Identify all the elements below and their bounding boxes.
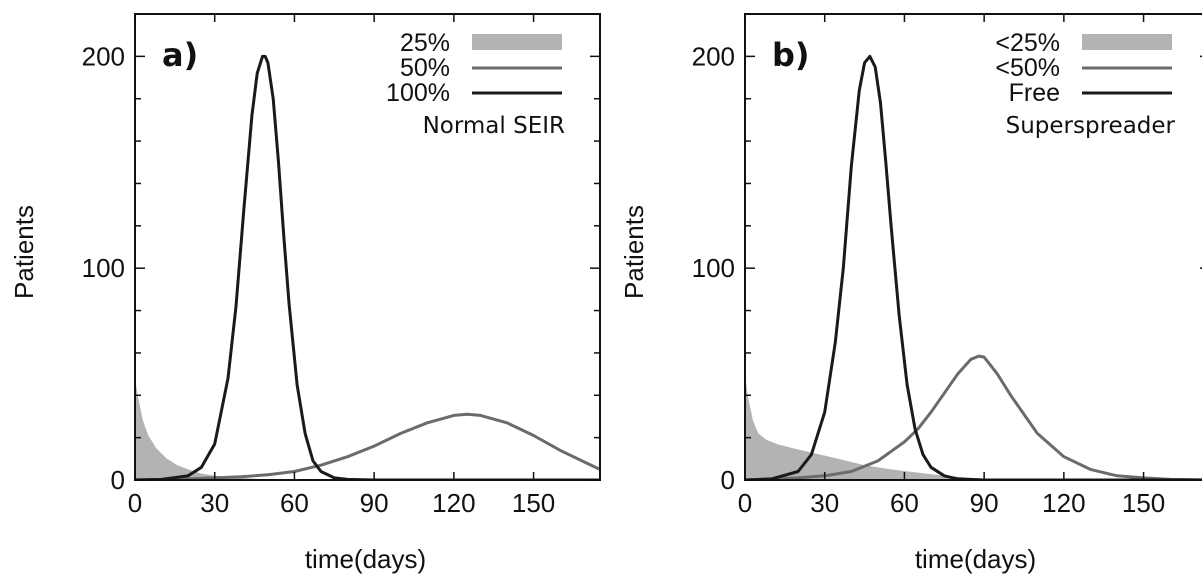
panel-b-frame [744,13,1202,481]
panel-b-legend-label: Free [1009,79,1060,107]
panel-a-x-tick-label: 120 [432,488,475,518]
panel-b-y-tick-label: 200 [692,41,735,71]
panel-a-x-tick-label: 30 [200,488,229,518]
panel-b-series-lt-25pct-area [745,374,1038,480]
panel-a-x-tick-label: 60 [280,488,309,518]
panel-a-x-axis-title: time(days) [305,544,426,574]
panel-b-x-tick-label: 60 [890,488,919,518]
panel-b-x-tick-label: 90 [970,488,999,518]
panel-a-plot-area [135,54,600,480]
panel-b-y-axis-title: Patients [619,205,649,299]
panel-a: 0 30 60 90 120 150 0 100 200 time(days) Patients a)… [9,13,601,574]
panel-b-plot-area [745,54,1202,480]
panel-b-legend-swatch [1082,34,1172,50]
panel-b: 0 30 60 90 120 150 0 100 200 time(days) Patients b)… [619,13,1202,574]
panel-a-x-tick-label: 150 [512,488,555,518]
panel-b-series-lt-50pct-line [745,354,1202,480]
panel-a-y-tick-label: 0 [111,465,125,495]
panel-a-model-note: Normal SEIR [423,113,565,139]
panel-b-label: b) [772,36,810,74]
panel-a-y-axis-title: Patients [9,205,39,299]
panel-b-x-tick-label: 120 [1042,488,1085,518]
panel-a-series-50pct-line [135,412,600,480]
panel-b-series-free-line [745,54,1202,480]
panel-b-x-tick-label: 150 [1122,488,1165,518]
panel-a-x-tick-label: 0 [128,488,142,518]
panel-b-model-note: Superspreader [1006,113,1176,139]
panel-b-x-tick-label: 30 [810,488,839,518]
panel-b-legend-label: <50% [995,54,1060,82]
panel-a-legend-label: 50% [400,54,450,82]
panel-b-x-tick-label: 0 [738,488,752,518]
panel-a-label: a) [162,36,198,74]
panel-a-y-tick-label: 200 [82,41,125,71]
panel-a-series-100pct-line [135,54,600,480]
panel-a-legend-label: 100% [386,79,450,107]
panel-b-y-tick-label: 100 [692,253,735,283]
panel-a-x-tick-label: 90 [360,488,389,518]
panel-a-frame [134,13,601,481]
panel-a-series-25pct-area [135,378,295,480]
panel-a-y-tick-label: 100 [82,253,125,283]
panel-b-legend-label: <25% [995,29,1060,57]
panel-a-legend-swatch [472,34,562,50]
panel-b-x-axis-title: time(days) [915,544,1036,574]
panel-a-legend-label: 25% [400,29,450,57]
panel-b-y-tick-label: 0 [721,465,735,495]
